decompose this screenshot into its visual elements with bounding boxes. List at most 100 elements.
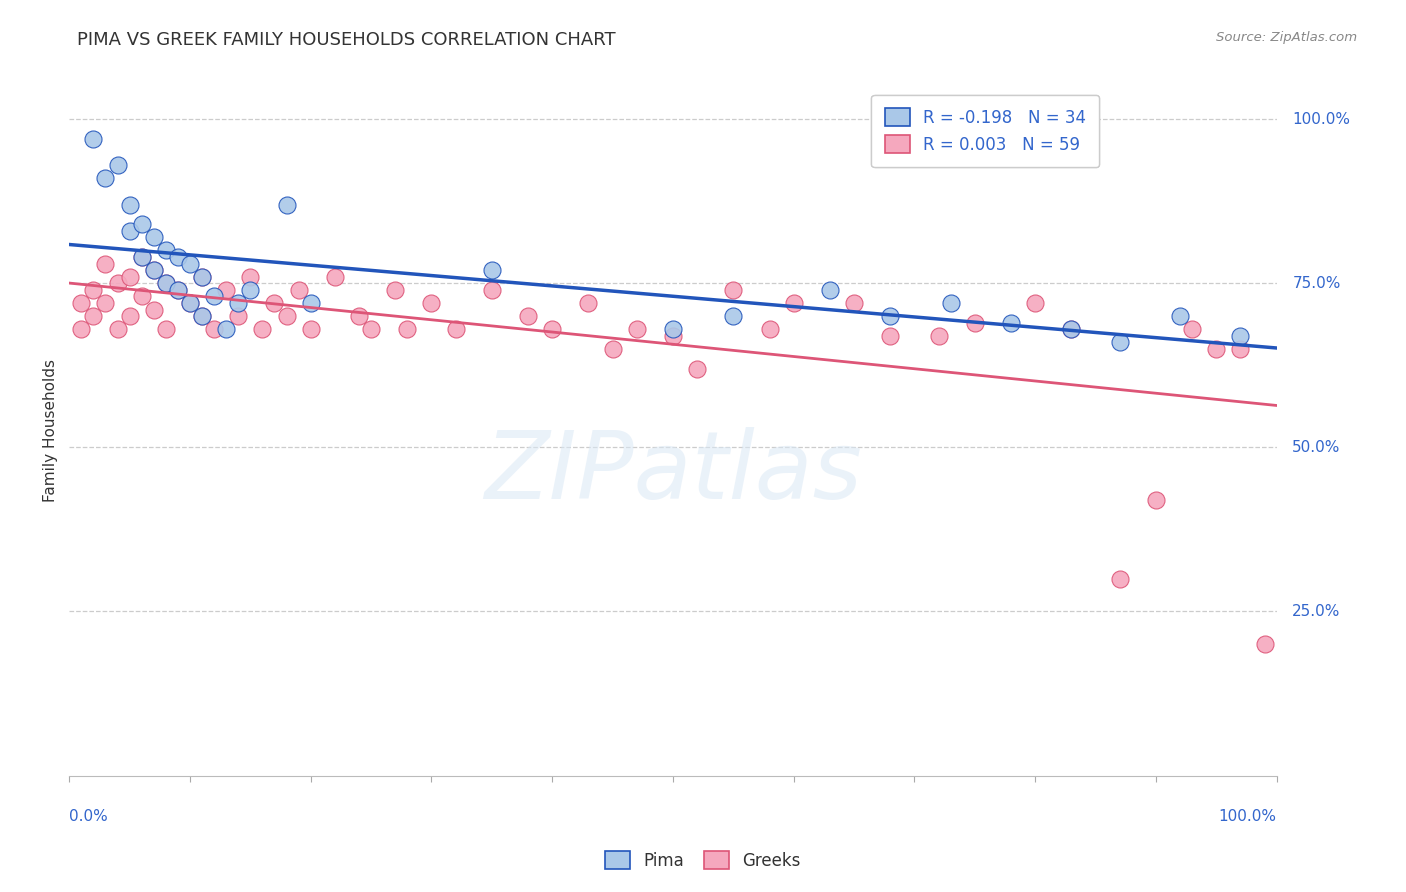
Point <box>94 171 117 186</box>
Point <box>276 197 298 211</box>
Point <box>179 296 201 310</box>
Point <box>118 269 141 284</box>
Point <box>94 296 117 310</box>
Point <box>131 250 153 264</box>
Point <box>1060 322 1083 336</box>
Point <box>215 322 238 336</box>
Point <box>142 230 165 244</box>
Point <box>167 283 190 297</box>
Point <box>360 322 382 336</box>
Point <box>1181 322 1204 336</box>
Point <box>239 283 262 297</box>
Point <box>1229 342 1251 356</box>
Point <box>1144 492 1167 507</box>
Point <box>626 322 648 336</box>
Point <box>481 263 503 277</box>
Text: 100.0%: 100.0% <box>1292 112 1350 127</box>
Text: 50.0%: 50.0% <box>1292 440 1341 455</box>
Point <box>82 132 104 146</box>
Point <box>179 256 201 270</box>
Text: 100.0%: 100.0% <box>1219 808 1277 823</box>
Point <box>578 296 600 310</box>
Point <box>107 322 129 336</box>
Point <box>347 309 370 323</box>
Point <box>107 158 129 172</box>
Legend: R = -0.198   N = 34, R = 0.003   N = 59: R = -0.198 N = 34, R = 0.003 N = 59 <box>872 95 1099 167</box>
Point <box>1253 637 1275 651</box>
Point <box>299 322 322 336</box>
Point <box>1108 335 1130 350</box>
Point <box>444 322 467 336</box>
Point <box>107 277 129 291</box>
Point <box>155 277 177 291</box>
Point <box>323 269 346 284</box>
Point <box>686 361 709 376</box>
Point <box>1024 296 1046 310</box>
Point <box>723 309 745 323</box>
Point <box>167 283 190 297</box>
Point <box>723 283 745 297</box>
Point <box>142 302 165 317</box>
Point <box>118 309 141 323</box>
Point <box>191 309 214 323</box>
Point <box>82 309 104 323</box>
Point <box>396 322 419 336</box>
Point <box>118 197 141 211</box>
Point <box>167 250 190 264</box>
Point <box>384 283 406 297</box>
Point <box>191 269 214 284</box>
Point <box>517 309 540 323</box>
Point <box>939 296 962 310</box>
Point <box>226 309 249 323</box>
Point <box>131 250 153 264</box>
Point <box>1229 328 1251 343</box>
Point <box>1060 322 1083 336</box>
Y-axis label: Family Households: Family Households <box>44 359 58 502</box>
Point <box>82 283 104 297</box>
Point <box>131 289 153 303</box>
Point <box>142 263 165 277</box>
Point <box>202 322 225 336</box>
Text: 25.0%: 25.0% <box>1292 604 1341 619</box>
Point <box>299 296 322 310</box>
Point <box>420 296 443 310</box>
Point <box>215 283 238 297</box>
Point <box>758 322 780 336</box>
Text: 75.0%: 75.0% <box>1292 276 1341 291</box>
Text: Source: ZipAtlas.com: Source: ZipAtlas.com <box>1216 31 1357 45</box>
Point <box>662 328 685 343</box>
Text: PIMA VS GREEK FAMILY HOUSEHOLDS CORRELATION CHART: PIMA VS GREEK FAMILY HOUSEHOLDS CORRELAT… <box>77 31 616 49</box>
Point <box>70 322 93 336</box>
Point <box>782 296 804 310</box>
Point <box>70 296 93 310</box>
Point <box>131 217 153 231</box>
Point <box>94 256 117 270</box>
Point <box>602 342 624 356</box>
Point <box>818 283 841 297</box>
Point <box>202 289 225 303</box>
Point <box>879 309 901 323</box>
Point <box>1000 316 1022 330</box>
Point <box>481 283 503 297</box>
Point <box>928 328 950 343</box>
Point <box>142 263 165 277</box>
Point <box>239 269 262 284</box>
Point <box>662 322 685 336</box>
Point <box>155 322 177 336</box>
Point <box>541 322 564 336</box>
Point <box>879 328 901 343</box>
Point <box>118 224 141 238</box>
Point <box>1168 309 1191 323</box>
Point <box>179 296 201 310</box>
Point <box>191 269 214 284</box>
Text: ZIPatlas: ZIPatlas <box>484 426 862 517</box>
Point <box>276 309 298 323</box>
Point <box>1205 342 1227 356</box>
Point <box>226 296 249 310</box>
Point <box>842 296 865 310</box>
Legend: Pima, Greeks: Pima, Greeks <box>599 845 807 877</box>
Point <box>263 296 285 310</box>
Point <box>155 277 177 291</box>
Point <box>191 309 214 323</box>
Point <box>1108 572 1130 586</box>
